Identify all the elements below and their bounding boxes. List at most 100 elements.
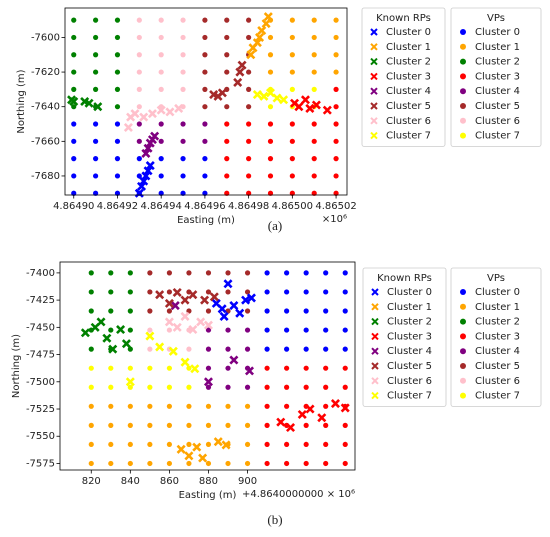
vp-point	[342, 384, 348, 390]
rp-point	[209, 292, 219, 302]
rp-point	[305, 103, 315, 113]
vp-point	[323, 460, 329, 467]
rp-point	[96, 317, 106, 327]
vp-point	[186, 346, 192, 352]
vp-point	[88, 460, 94, 467]
rp-point	[156, 105, 166, 115]
rp-point	[276, 417, 286, 427]
vp-point	[166, 308, 173, 314]
vp-point	[136, 34, 142, 41]
rp-point	[125, 377, 135, 387]
rp-point	[172, 322, 182, 332]
rp-point	[164, 317, 174, 327]
vp-point	[205, 365, 212, 371]
rp-point	[180, 295, 190, 305]
vp-point	[267, 156, 274, 162]
legend-label: Cluster 4	[386, 86, 431, 97]
vp-point	[166, 289, 173, 295]
y-tick-label: -7475	[26, 350, 55, 361]
vp-point	[225, 460, 231, 467]
legend-marker	[371, 332, 379, 341]
caption: (a)	[268, 218, 282, 233]
vp-point	[108, 422, 114, 428]
rp-point	[213, 437, 223, 447]
vp-point	[333, 138, 339, 144]
vp-point	[180, 173, 186, 179]
vp-point	[303, 346, 309, 352]
vp-point	[244, 422, 251, 428]
vp-point	[303, 460, 309, 467]
vp-point	[147, 289, 153, 295]
vp-point	[136, 121, 142, 127]
x-offset: ×10⁶	[322, 214, 347, 225]
rp-point	[217, 88, 227, 98]
vp-point	[114, 173, 121, 179]
vp-point	[246, 138, 252, 144]
legend-label: Cluster 5	[386, 101, 431, 112]
vp-point	[224, 69, 230, 75]
rp-point	[263, 12, 273, 22]
rp-point	[145, 331, 155, 341]
rp-point	[261, 19, 271, 29]
vp-point	[180, 17, 186, 23]
y-tick-label: -7450	[26, 322, 55, 333]
vp-point	[224, 121, 230, 127]
vp-point	[333, 190, 339, 196]
vp-point	[289, 173, 295, 179]
vp-point	[264, 422, 270, 428]
y-tick-label: -7550	[26, 431, 55, 442]
legend-label: Cluster 3	[475, 331, 520, 342]
legend-marker	[460, 88, 466, 95]
legend-marker	[460, 289, 466, 295]
vp-point	[180, 69, 186, 75]
vp-point	[158, 156, 164, 162]
vp-point	[225, 346, 231, 352]
legend-label: Cluster 4	[475, 346, 520, 357]
rp-point	[143, 143, 153, 153]
vp-point	[108, 327, 114, 333]
rp-point	[116, 324, 126, 335]
vp-point	[136, 138, 142, 144]
rp-point	[188, 324, 198, 335]
legend-label: Cluster 5	[475, 101, 520, 112]
vp-point	[224, 52, 230, 58]
vp-point	[244, 441, 251, 448]
vp-point	[224, 17, 230, 23]
vp-point	[186, 460, 192, 467]
vp-point	[158, 138, 164, 144]
rp-point	[246, 50, 256, 60]
vp-point	[202, 34, 208, 41]
vp-point	[323, 384, 329, 390]
legend-label: Cluster 6	[475, 376, 520, 387]
vp-point	[147, 422, 153, 428]
vp-point	[246, 104, 252, 110]
x-offset: +4.8640000000 × 10⁶	[242, 489, 355, 500]
legend-marker	[371, 377, 379, 385]
vp-point	[289, 156, 295, 162]
vp-point	[303, 289, 309, 295]
y-tick-label: -7400	[26, 268, 55, 279]
y-tick-label: -7600	[31, 32, 60, 43]
rp-point	[317, 413, 327, 423]
rp-point	[259, 91, 269, 101]
vp-point	[127, 308, 133, 314]
vp-point	[284, 327, 290, 333]
rp-point	[272, 93, 282, 103]
legend-marker	[371, 303, 379, 311]
vp-point	[202, 17, 208, 23]
rp-point	[190, 364, 200, 374]
vp-point	[108, 441, 114, 448]
vp-point	[205, 327, 212, 333]
rp-point	[84, 98, 94, 108]
rp-point	[134, 188, 144, 198]
x-tick-label: 880	[199, 476, 218, 487]
vp-point	[311, 138, 317, 144]
vp-point	[180, 156, 186, 162]
legend-title: Known RPs	[377, 273, 432, 284]
vp-point	[186, 403, 192, 409]
vp-point	[147, 441, 153, 448]
legend-label: Cluster 0	[386, 27, 431, 38]
legend-marker	[371, 362, 379, 370]
vp-point	[93, 86, 99, 92]
vp-point	[71, 104, 77, 110]
